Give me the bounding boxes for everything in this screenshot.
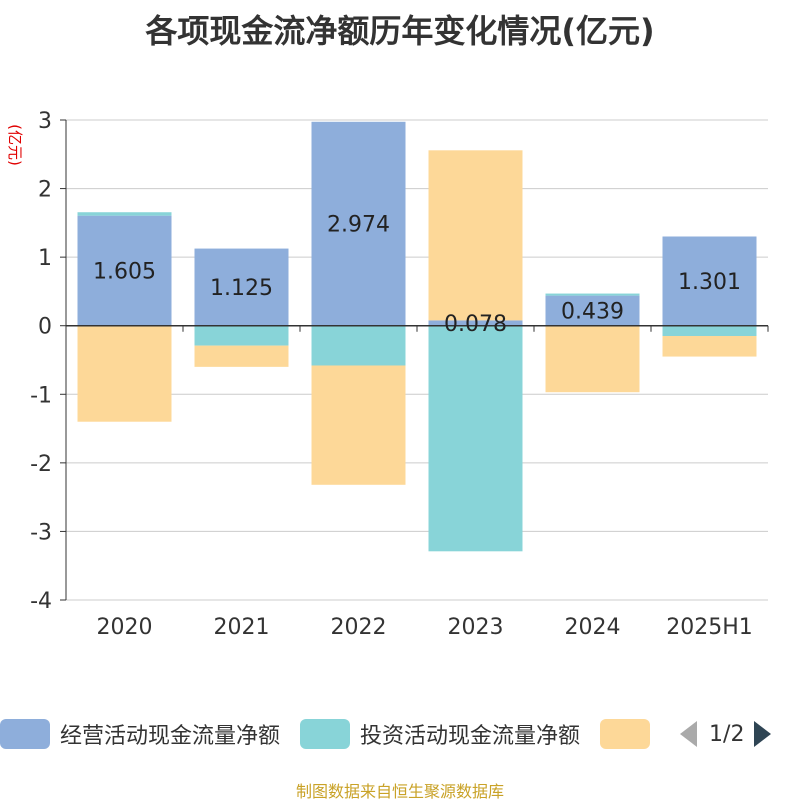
data-labels: 1.605 1.125 2.974 0.078 0.439 1.301 bbox=[93, 213, 741, 337]
bar-s0-2024[interactable] bbox=[545, 295, 640, 326]
legend-page-indicator: 1/2 bbox=[709, 721, 745, 747]
data-label: 1.605 bbox=[93, 260, 156, 285]
grid-lines bbox=[66, 119, 768, 601]
data-label: 1.125 bbox=[210, 276, 273, 301]
legend-label-investing: 投资活动现金流量净额 bbox=[360, 724, 581, 749]
y-tick-label: -4 bbox=[30, 589, 52, 614]
bar-s0-2021[interactable] bbox=[194, 248, 289, 326]
y-axis-label: (亿元) bbox=[6, 124, 24, 166]
legend-prev-icon[interactable] bbox=[680, 721, 698, 747]
data-label: 0.078 bbox=[444, 312, 507, 337]
x-tick-label: 2022 bbox=[331, 615, 387, 640]
y-tick-label: 3 bbox=[38, 109, 52, 134]
bar-s2-2024[interactable] bbox=[545, 325, 640, 393]
bar-s1-2023[interactable] bbox=[428, 325, 523, 552]
chart-title: 各项现金流净额历年变化情况(亿元) bbox=[145, 12, 655, 50]
y-tick-label: -3 bbox=[30, 520, 52, 545]
y-tick-label: 2 bbox=[38, 178, 52, 203]
bar-s1-2022[interactable] bbox=[311, 325, 406, 366]
bar-s0-2022[interactable] bbox=[311, 121, 406, 326]
bar-s1-2020[interactable] bbox=[77, 212, 172, 216]
y-tick-label: -2 bbox=[30, 452, 52, 477]
legend: 经营活动现金流量净额 投资活动现金流量净额 1/2 bbox=[0, 716, 772, 752]
x-tick-label: 2020 bbox=[97, 615, 153, 640]
x-tick-label: 2024 bbox=[565, 615, 621, 640]
legend-swatch-investing bbox=[300, 719, 351, 749]
legend-swatch-third bbox=[600, 719, 651, 749]
bar-s2-2022[interactable] bbox=[311, 365, 406, 485]
y-tick-label: 1 bbox=[38, 246, 52, 271]
data-label: 0.439 bbox=[561, 300, 624, 325]
bar-s1-2024[interactable] bbox=[545, 293, 640, 296]
x-tick-label: 2021 bbox=[214, 615, 270, 640]
x-tick-label: 2025H1 bbox=[666, 615, 753, 640]
bar-s1-2025H1[interactable] bbox=[662, 325, 757, 336]
legend-next-icon[interactable] bbox=[754, 721, 772, 747]
bars bbox=[77, 121, 757, 552]
axes: 3 2 1 0 -1 -2 -3 -4 2020 2021 2022 2023 2024 2025H1 bbox=[30, 109, 769, 640]
bar-s0-2020[interactable] bbox=[77, 215, 172, 326]
bar-s2-2023[interactable] bbox=[428, 150, 523, 321]
legend-item-investing[interactable]: 投资活动现金流量净额 bbox=[300, 718, 580, 750]
bar-s2-2020[interactable] bbox=[77, 325, 172, 422]
legend-pager: 1/2 bbox=[680, 721, 772, 747]
bar-s0-2025H1[interactable] bbox=[662, 236, 757, 326]
legend-label-operating: 经营活动现金流量净额 bbox=[60, 724, 281, 749]
source-note: 制图数据来自恒生聚源数据库 bbox=[295, 782, 504, 801]
bar-s2-2021[interactable] bbox=[194, 345, 289, 367]
y-tick-label: -1 bbox=[30, 383, 52, 408]
legend-item-operating[interactable]: 经营活动现金流量净额 bbox=[0, 718, 280, 750]
data-label: 2.974 bbox=[327, 213, 390, 238]
y-tick-label: 0 bbox=[38, 315, 52, 340]
legend-item-third[interactable] bbox=[600, 719, 660, 749]
x-tick-label: 2023 bbox=[448, 615, 504, 640]
legend-swatch-operating bbox=[0, 719, 50, 749]
bar-s0-2023[interactable] bbox=[428, 320, 523, 326]
data-label: 1.301 bbox=[678, 270, 741, 295]
bar-s2-2025H1[interactable] bbox=[662, 336, 757, 357]
bar-s1-2021[interactable] bbox=[194, 325, 289, 346]
